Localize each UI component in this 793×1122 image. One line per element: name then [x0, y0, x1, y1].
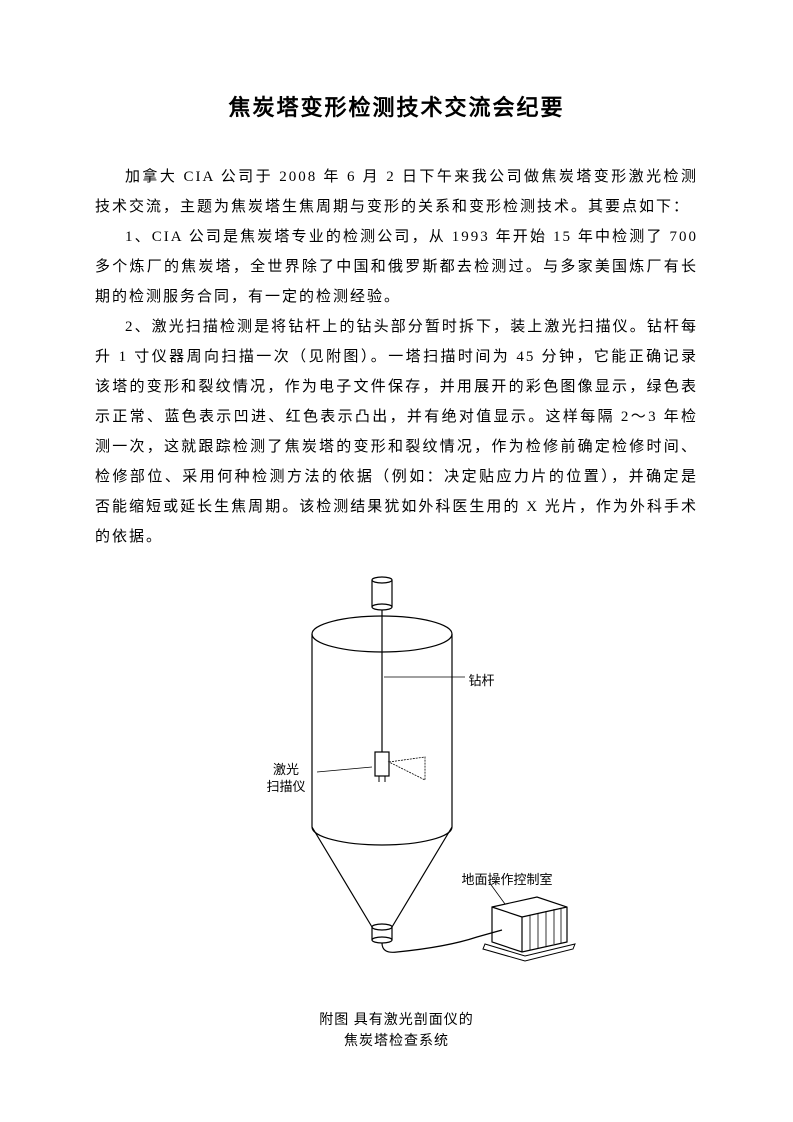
caption-line-2: 焦炭塔检查系统	[344, 1034, 449, 1049]
label-laser-line2: 扫描仪	[267, 779, 306, 794]
diagram-caption: 附图 具有激光剖面仪的 焦炭塔检查系统	[95, 1010, 698, 1052]
document-title: 焦炭塔变形检测技术交流会纪要	[95, 90, 698, 122]
paragraph-point-2: 2、激光扫描检测是将钻杆上的钻头部分暂时拆下，装上激光扫描仪。钻杆每升 1 寸仪…	[95, 312, 698, 552]
label-control-room: 地面操作控制室	[462, 869, 553, 888]
paragraph-intro: 加拿大 CIA 公司于 2008 年 6 月 2 日下午来我公司做焦炭塔变形激光…	[95, 162, 698, 222]
label-drill-rod: 钻杆	[469, 670, 495, 689]
diagram-svg	[207, 562, 587, 1002]
diagram-container: 钻杆 激光 扫描仪 地面操作控制室	[95, 562, 698, 1002]
label-laser-line1: 激光	[273, 762, 299, 777]
paragraph-point-1: 1、CIA 公司是焦炭塔专业的检测公司，从 1993 年开始 15 年中检测了 …	[95, 222, 698, 312]
coke-drum-diagram: 钻杆 激光 扫描仪 地面操作控制室	[207, 562, 587, 1002]
caption-line-1: 附图 具有激光剖面仪的	[319, 1013, 474, 1028]
label-laser-scanner: 激光 扫描仪	[267, 762, 306, 796]
